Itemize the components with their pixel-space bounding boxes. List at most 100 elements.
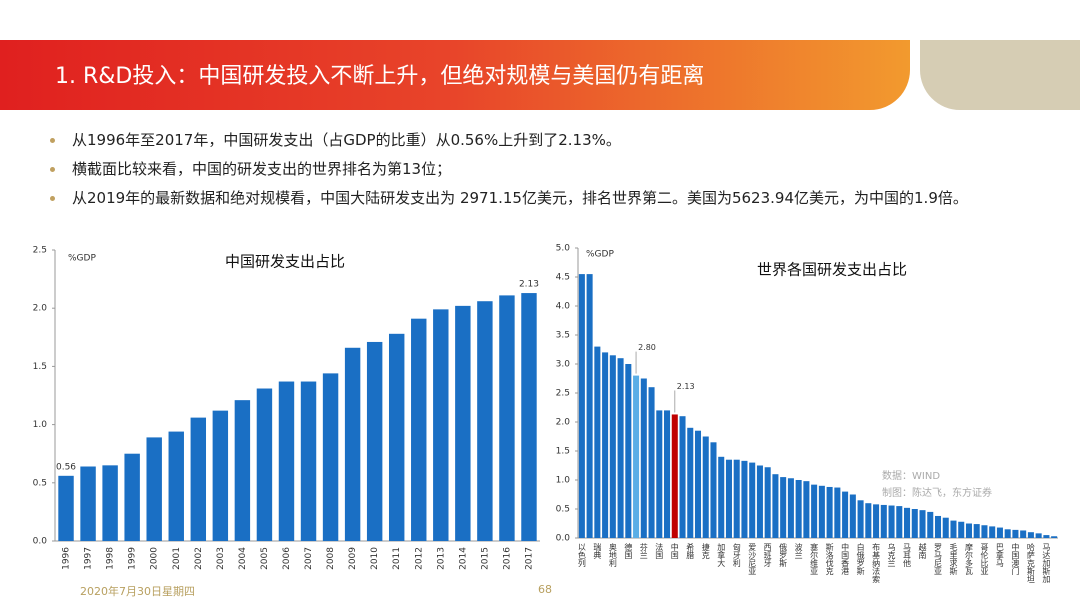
x-tick-label: 罗马尼亚 bbox=[934, 543, 943, 575]
bar bbox=[880, 504, 887, 538]
y-unit-label: %GDP bbox=[586, 250, 614, 260]
x-tick-label: 2003 bbox=[216, 547, 226, 570]
x-tick-label: 瑞典 bbox=[593, 542, 602, 560]
note: 制图：陈达飞，东方证券 bbox=[882, 486, 992, 499]
bullet: 从1996年至2017年，中国研发支出（占GDP的比重）从0.56%上升到了2.… bbox=[50, 128, 1050, 153]
x-tick-label: 1998 bbox=[106, 547, 116, 570]
bar bbox=[919, 510, 926, 538]
bar bbox=[146, 437, 162, 541]
bar bbox=[795, 480, 802, 538]
bar bbox=[212, 410, 229, 541]
bar bbox=[578, 274, 585, 538]
bar bbox=[322, 373, 339, 541]
bar bbox=[965, 523, 972, 538]
y-tick-label: 1.5 bbox=[556, 447, 570, 457]
bar bbox=[702, 436, 709, 538]
x-tick-label: 马耳他 bbox=[903, 543, 912, 568]
bar bbox=[818, 485, 825, 538]
x-tick-label: 斯洛伐克 bbox=[825, 542, 834, 576]
y-tick-label: 2.0 bbox=[556, 418, 571, 428]
bar bbox=[981, 525, 988, 538]
bar bbox=[168, 431, 184, 541]
bar bbox=[602, 352, 609, 538]
bar bbox=[811, 484, 818, 538]
bar bbox=[102, 465, 118, 541]
x-tick-label: 2017 bbox=[524, 547, 534, 570]
x-tick-label: 哈萨克斯坦 bbox=[1026, 542, 1035, 583]
x-tick-label: 中国澳门 bbox=[1011, 542, 1020, 576]
bar bbox=[772, 474, 779, 538]
bar bbox=[1051, 536, 1058, 538]
x-tick-label: 越南 bbox=[918, 542, 927, 559]
bar bbox=[80, 466, 96, 541]
y-tick-label: 2.0 bbox=[33, 304, 48, 314]
bar bbox=[888, 505, 895, 538]
x-tick-label: 巴拿马 bbox=[995, 543, 1004, 568]
x-tick-label: 哥伦比亚 bbox=[980, 543, 989, 575]
bar bbox=[958, 521, 965, 538]
y-tick-label: 0.5 bbox=[556, 505, 570, 515]
header-band bbox=[0, 40, 910, 110]
x-tick-label: 2015 bbox=[480, 547, 490, 570]
value-label: 2.13 bbox=[677, 382, 695, 391]
bar bbox=[1035, 533, 1042, 538]
bar bbox=[124, 453, 140, 541]
y-unit-label: %GDP bbox=[68, 254, 96, 264]
bar bbox=[411, 318, 427, 541]
x-tick-label: 2010 bbox=[370, 547, 380, 570]
y-tick-label: 4.5 bbox=[556, 273, 570, 283]
y-tick-label: 1.5 bbox=[33, 362, 47, 372]
x-tick-label: 2000 bbox=[150, 547, 160, 570]
y-tick-label: 0.0 bbox=[33, 537, 48, 547]
bar bbox=[842, 491, 849, 538]
bar bbox=[934, 515, 942, 538]
x-tick-label: 塞尔维亚 bbox=[810, 542, 819, 575]
bar bbox=[586, 274, 593, 538]
x-tick-label: 捷克 bbox=[701, 542, 710, 560]
bar bbox=[749, 462, 756, 538]
bullet-list: 从1996年至2017年，中国研发支出（占GDP的比重）从0.56%上升到了2.… bbox=[50, 128, 1050, 215]
bar bbox=[256, 388, 273, 541]
x-tick-label: 马达加斯加 bbox=[1042, 543, 1051, 584]
y-tick-label: 4.0 bbox=[556, 302, 571, 312]
bar bbox=[1020, 530, 1027, 538]
bar bbox=[718, 456, 725, 538]
y-tick-label: 3.5 bbox=[556, 331, 570, 341]
x-tick-label: 2004 bbox=[238, 547, 248, 570]
x-tick-label: 中国 bbox=[670, 542, 679, 560]
x-tick-label: 西班牙 bbox=[763, 543, 772, 568]
y-tick-label: 1.0 bbox=[556, 476, 571, 486]
y-tick-label: 1.0 bbox=[33, 420, 48, 430]
bar bbox=[1027, 532, 1034, 538]
x-tick-label: 2016 bbox=[502, 547, 512, 570]
x-tick-label: 中国香港 bbox=[841, 542, 850, 576]
bar bbox=[911, 509, 918, 538]
x-tick-label: 德国 bbox=[624, 542, 633, 560]
x-tick-label: 2005 bbox=[260, 547, 270, 570]
bar bbox=[826, 486, 833, 538]
bar bbox=[950, 520, 957, 538]
bar bbox=[234, 400, 251, 541]
bar bbox=[190, 417, 207, 541]
bar bbox=[640, 378, 647, 538]
bar bbox=[594, 346, 601, 538]
bar bbox=[521, 293, 537, 541]
page-number: 68 bbox=[538, 583, 552, 596]
bar bbox=[873, 504, 880, 538]
bar bbox=[834, 487, 841, 538]
x-tick-label: 波兰 bbox=[794, 542, 803, 559]
x-tick-label: 2013 bbox=[436, 547, 446, 570]
bar bbox=[609, 355, 616, 538]
x-tick-label: 2006 bbox=[282, 547, 292, 570]
bar bbox=[687, 427, 694, 538]
bar bbox=[710, 442, 717, 538]
x-tick-label: 2001 bbox=[172, 547, 182, 570]
bar bbox=[780, 477, 787, 538]
x-tick-label: 希腊 bbox=[686, 542, 695, 560]
bar bbox=[617, 358, 624, 538]
y-tick-label: 3.0 bbox=[556, 360, 571, 370]
x-tick-label: 2012 bbox=[414, 547, 424, 570]
bar bbox=[1012, 529, 1019, 538]
bar bbox=[679, 416, 686, 538]
